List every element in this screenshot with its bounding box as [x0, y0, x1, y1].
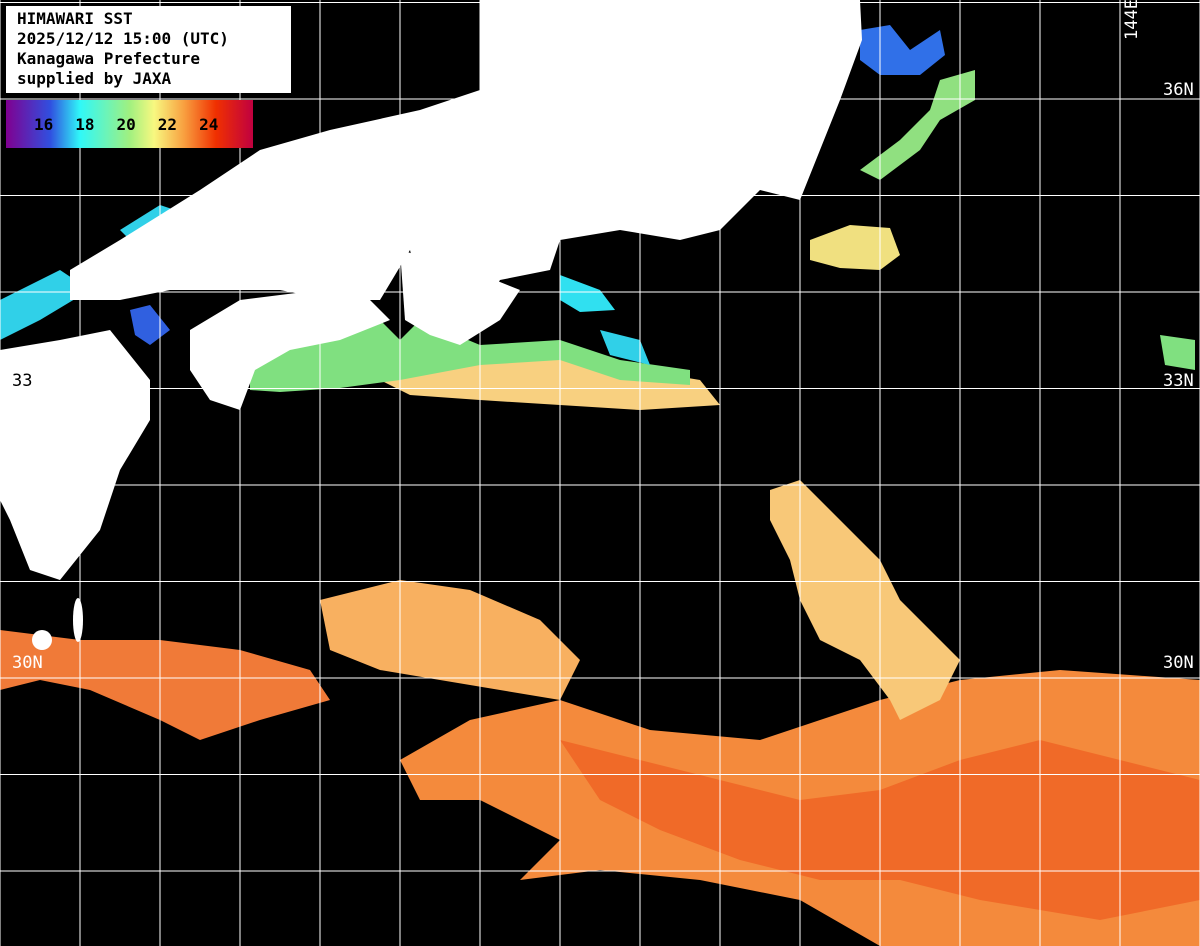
lat-label-33-left: 33 [12, 371, 32, 391]
lat-label-36n: 36N [1163, 80, 1194, 100]
sst-warm-tongue [770, 480, 960, 720]
legend-tick: 24 [199, 114, 219, 134]
lon-label-144e: 144E [1122, 0, 1142, 40]
sst-coastal-green [250, 320, 690, 392]
sst-kanto-cold [860, 25, 945, 75]
land-kyushu [0, 330, 150, 580]
sst-east-green [1160, 335, 1195, 370]
title-source: supplied by JAXA [17, 69, 172, 88]
legend-tick: 18 [75, 114, 95, 134]
lat-label-30n-left: 30N [12, 653, 43, 673]
lat-label-33n: 33N [1163, 371, 1194, 391]
title-box: HIMAWARI SST 2025/12/12 15:00 (UTC) Kana… [6, 6, 291, 93]
sst-bay-cyan [560, 275, 615, 312]
sst-inland-blue [130, 305, 170, 345]
land-honshu [70, 0, 862, 330]
title-provider: Kanagawa Prefecture [17, 49, 201, 68]
title-datetime: 2025/12/12 15:00 (UTC) [17, 29, 229, 48]
color-legend: 16 18 20 22 24 [6, 100, 253, 148]
legend-tick: 20 [116, 114, 136, 134]
land-tanegashima [73, 598, 83, 642]
legend-tick: 16 [34, 114, 54, 134]
sst-west-patch [0, 630, 330, 740]
sst-kanto-green [860, 70, 975, 180]
lon-label-136e: 136E [482, 0, 502, 40]
lat-label-30n: 30N [1163, 653, 1194, 673]
sst-offshore-blob [810, 225, 900, 270]
title-product: HIMAWARI SST [17, 9, 133, 28]
land-kii-peninsula [400, 250, 520, 345]
land-yakushima [32, 630, 52, 650]
sst-scattered-mid [320, 580, 580, 700]
land [0, 0, 862, 650]
legend-tick: 22 [157, 114, 178, 134]
